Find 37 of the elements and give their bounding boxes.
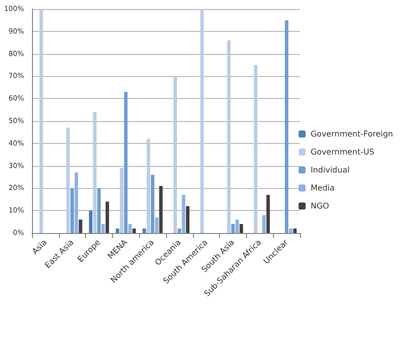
bar xyxy=(293,228,297,233)
bar xyxy=(120,168,124,233)
bar xyxy=(66,128,70,233)
bar xyxy=(93,112,97,233)
bar xyxy=(132,228,136,233)
bar xyxy=(40,9,43,233)
bar xyxy=(227,40,231,233)
bar xyxy=(182,194,186,233)
bar xyxy=(70,188,74,233)
bar xyxy=(262,215,266,233)
bar xyxy=(146,138,150,233)
bar xyxy=(178,228,182,233)
bar xyxy=(74,172,78,233)
bar xyxy=(106,202,110,233)
legend-label: NGO xyxy=(310,202,330,210)
bar xyxy=(200,9,204,233)
bar xyxy=(128,224,132,233)
bar xyxy=(159,186,163,233)
bar xyxy=(78,220,82,233)
legend-label: Government-Foreign xyxy=(310,130,394,138)
bar xyxy=(124,92,128,233)
bar xyxy=(155,217,158,233)
bar xyxy=(235,220,239,233)
bar xyxy=(142,228,146,233)
bar xyxy=(186,206,190,233)
legend-label: Individual xyxy=(310,166,350,174)
bar xyxy=(284,20,288,233)
legend-label: Government-US xyxy=(310,148,374,156)
bar xyxy=(266,194,270,233)
legend-label: Media xyxy=(310,184,335,192)
bar xyxy=(101,224,105,233)
bar xyxy=(150,174,154,233)
bar xyxy=(289,228,292,233)
bar xyxy=(88,210,92,233)
bar xyxy=(254,65,258,233)
bar xyxy=(240,224,244,233)
bar xyxy=(174,76,177,233)
